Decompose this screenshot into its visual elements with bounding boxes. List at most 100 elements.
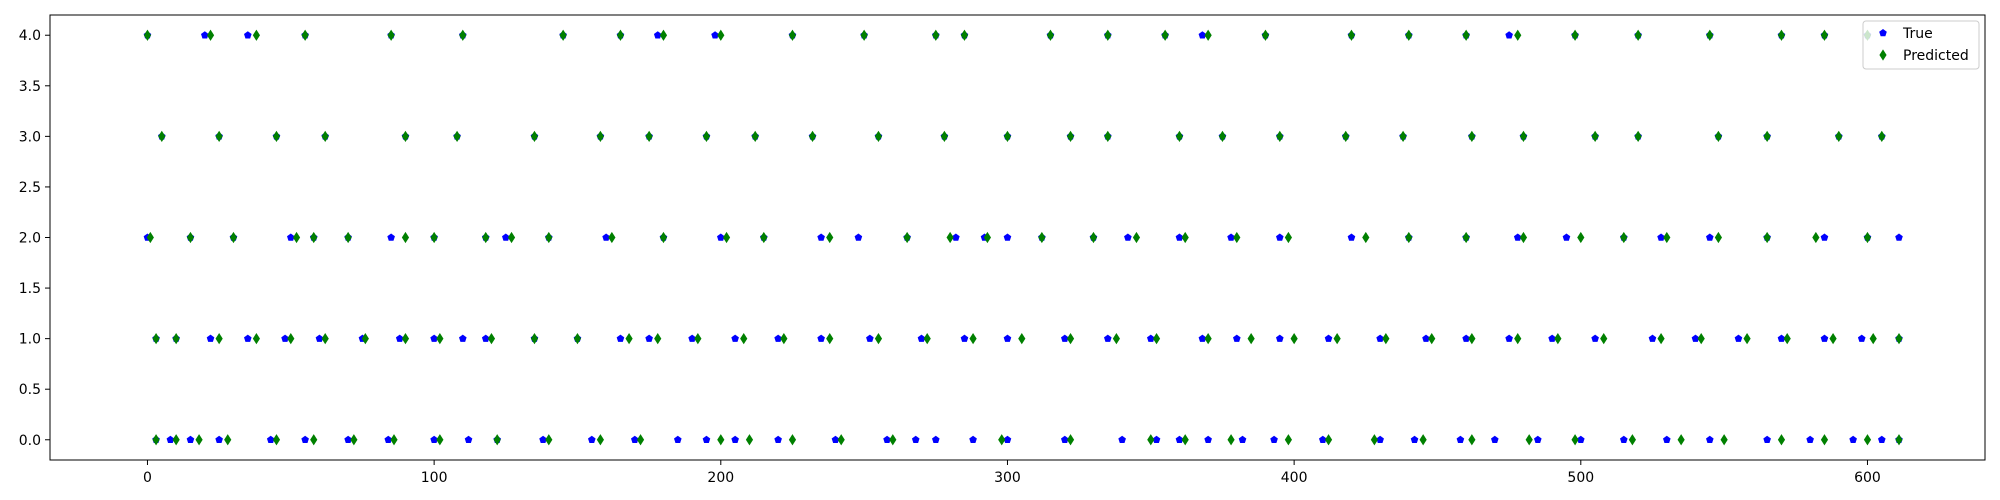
predicted-point	[659, 231, 668, 244]
predicted-point	[1104, 130, 1112, 142]
true-point	[1534, 435, 1542, 444]
predicted-point	[788, 29, 797, 41]
predicted-point	[1370, 434, 1378, 446]
predicted-point	[361, 333, 369, 345]
predicted-point	[1046, 29, 1055, 41]
predicted-point	[172, 434, 180, 446]
legend-box	[1862, 20, 1980, 70]
y-tick-label: 3.5	[19, 79, 41, 95]
true-point	[960, 334, 969, 342]
true-point	[344, 435, 352, 444]
predicted-point	[287, 333, 295, 345]
predicted-point	[507, 231, 516, 244]
predicted-point	[702, 130, 711, 142]
true-point	[1347, 233, 1356, 241]
predicted-point	[301, 29, 309, 41]
predicted-point	[436, 434, 444, 446]
predicted-point	[1462, 231, 1470, 244]
true-point	[1706, 435, 1714, 444]
predicted-point	[459, 29, 467, 41]
predicted-point	[1634, 29, 1642, 41]
y-tick-label: 2.5	[19, 180, 41, 196]
true-point	[717, 233, 725, 241]
predicted-point	[1218, 130, 1227, 142]
predicted-point	[206, 29, 215, 41]
true-point	[1878, 435, 1886, 444]
true-point	[1562, 233, 1571, 241]
true-point	[459, 334, 467, 342]
true-point	[602, 233, 610, 241]
true-point	[952, 233, 960, 241]
predicted-point	[1525, 434, 1533, 446]
predicted-point	[401, 231, 410, 244]
true-point	[1577, 435, 1585, 444]
predicted-point	[430, 231, 438, 244]
x-tick-label: 400	[1281, 470, 1308, 486]
predicted-point	[1663, 231, 1671, 244]
predicted-point	[960, 29, 969, 41]
x-tick-label: 100	[421, 470, 448, 486]
predicted-point	[545, 434, 553, 446]
true-point	[502, 233, 510, 241]
predicted-point	[903, 231, 911, 244]
predicted-point	[344, 231, 352, 244]
predicted-point	[1812, 231, 1820, 244]
predicted-point	[717, 434, 725, 446]
legend-marker-true	[1879, 29, 1887, 37]
true-point	[616, 334, 625, 342]
predicted-point	[272, 434, 281, 446]
true-point	[932, 435, 940, 444]
predicted-point	[1175, 130, 1184, 142]
predicted-point	[1003, 130, 1012, 142]
predicted-point	[1869, 333, 1877, 345]
true-point	[702, 435, 711, 444]
predicted-point	[740, 333, 748, 345]
predicted-point	[1720, 434, 1728, 446]
predicted-point	[1863, 434, 1872, 446]
predicted-point	[559, 29, 567, 41]
predicted-point	[889, 434, 897, 446]
true-point	[1376, 435, 1384, 444]
predicted-point	[350, 434, 358, 446]
predicted-point	[1714, 130, 1722, 142]
true-point	[1548, 334, 1556, 342]
predicted-point	[1181, 434, 1189, 446]
true-point	[1118, 435, 1126, 444]
predicted-point	[1247, 333, 1255, 345]
predicted-point	[1362, 231, 1370, 244]
true-point	[1233, 334, 1241, 342]
predicted-point	[645, 130, 653, 142]
true-point	[281, 334, 289, 342]
true-point	[911, 435, 920, 444]
predicted-point	[272, 130, 281, 142]
true-point	[384, 435, 393, 444]
true-point	[731, 435, 739, 444]
true-point	[1061, 334, 1069, 342]
true-point	[1376, 334, 1384, 342]
predicted-point	[932, 29, 940, 41]
predicted-point	[1519, 130, 1528, 142]
predicted-point	[401, 130, 410, 142]
predicted-point	[636, 434, 645, 446]
predicted-point	[923, 333, 931, 345]
true-point	[539, 435, 547, 444]
predicted-point	[321, 333, 329, 345]
true-point	[1657, 233, 1665, 241]
true-point	[1820, 233, 1829, 241]
true-point	[1003, 233, 1012, 241]
true-point	[1003, 435, 1012, 444]
true-point	[1491, 435, 1499, 444]
true-point	[464, 435, 473, 444]
predicted-point	[1878, 130, 1886, 142]
true-point	[1104, 334, 1112, 342]
predicted-point	[1347, 29, 1356, 41]
series-predicted	[143, 29, 1903, 446]
true-point	[1124, 233, 1132, 241]
predicted-point	[1112, 333, 1120, 345]
true-point	[854, 233, 863, 241]
predicted-point	[983, 231, 991, 244]
true-point	[301, 435, 309, 444]
predicted-point	[530, 130, 539, 142]
true-point	[1456, 435, 1465, 444]
plot-frame	[49, 14, 1986, 461]
